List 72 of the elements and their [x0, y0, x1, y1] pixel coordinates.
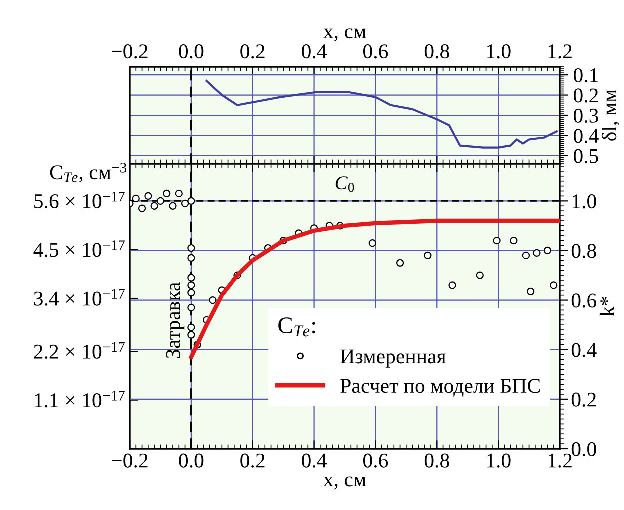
point — [138, 204, 146, 212]
x-tick-label: 1.2 — [548, 454, 572, 468]
annotation: Затравка — [166, 282, 185, 358]
x-tick-label: 0.4 — [302, 44, 327, 59]
point — [132, 194, 140, 203]
point — [144, 192, 152, 200]
y-tick-label: 0.4 — [574, 129, 599, 144]
point — [188, 324, 196, 332]
x-tick-label: 1.2 — [548, 44, 572, 59]
point — [550, 282, 558, 290]
y-axis-title: δl, мм — [602, 90, 620, 141]
y2-tick-label: 0.0 — [572, 442, 596, 457]
x-tick-label: 0.8 — [424, 44, 450, 59]
x-tick-label: 0.2 — [240, 454, 265, 468]
y-tick-label: 5.6 × 10$^{−17}$ — [34, 192, 125, 209]
legend-label: Расчет по модели БПС — [340, 379, 540, 397]
y-tick-label: 1.1 × 10$^{−17}$ — [35, 391, 125, 408]
y-tick-label: 0.2 — [574, 88, 598, 103]
x-tick-label: 0.2 — [240, 44, 265, 59]
y-axis-title: C$_{Te}$, см$^{−3}$ — [50, 163, 127, 183]
point — [169, 202, 177, 210]
y2-tick-label: 0.8 — [572, 244, 596, 258]
y-tick-label: 4.5 × 10$^{−17}$ — [34, 240, 125, 258]
x-tick-label: 0.0 — [179, 44, 204, 59]
point — [527, 288, 535, 296]
point — [188, 304, 196, 312]
point — [396, 259, 404, 267]
x-tick-label: 1.0 — [487, 454, 511, 468]
x-tick-label: −0.2 — [112, 454, 148, 468]
x-tick-label: −0.2 — [112, 44, 148, 59]
y-tick-label: 0.1 — [574, 68, 598, 83]
y2-axis-title: k* — [600, 297, 614, 317]
y-tick-label: 3.4 × 10$^{−17}$ — [34, 289, 125, 306]
y2-tick-label: 0.6 — [572, 294, 597, 308]
y2-tick-label: 1.0 — [572, 194, 596, 209]
point — [533, 249, 541, 258]
point — [188, 289, 196, 297]
line-series — [206, 80, 558, 149]
point — [544, 246, 552, 255]
y-tick-label: 0.5 — [574, 149, 598, 164]
y-tick-label: 2.2 × 10$^{−17}$ — [34, 342, 125, 360]
point — [368, 239, 376, 248]
point — [448, 282, 456, 290]
point — [188, 274, 196, 282]
point — [522, 252, 530, 260]
x-tick-label: 0.8 — [424, 454, 450, 468]
point — [424, 252, 432, 260]
point — [188, 331, 196, 339]
point — [188, 244, 196, 252]
point — [181, 200, 190, 208]
ref-line-label: C$_{0}$ — [336, 176, 354, 192]
point — [163, 190, 171, 198]
y-tick-label: 0.3 — [574, 108, 598, 124]
x-tick-label: 1.0 — [487, 44, 511, 59]
x-tick-label: 0.6 — [363, 44, 388, 59]
x-tick-label: 0.4 — [302, 454, 327, 468]
point — [150, 202, 158, 210]
point — [188, 254, 196, 262]
x-tick-label: 0.6 — [363, 454, 388, 468]
point — [476, 272, 484, 280]
x-axis-title: x, см — [324, 28, 366, 42]
point — [209, 296, 217, 304]
point — [188, 197, 196, 205]
point — [493, 237, 501, 245]
point — [156, 197, 165, 205]
point — [188, 282, 196, 290]
legend-title: C$_{Te}$: — [278, 318, 316, 337]
legend-label: Измеренная — [340, 350, 446, 368]
x-axis-title: x, см — [324, 476, 366, 490]
point — [510, 237, 518, 245]
point — [175, 190, 183, 198]
x-tick-label: 0.0 — [179, 454, 204, 468]
